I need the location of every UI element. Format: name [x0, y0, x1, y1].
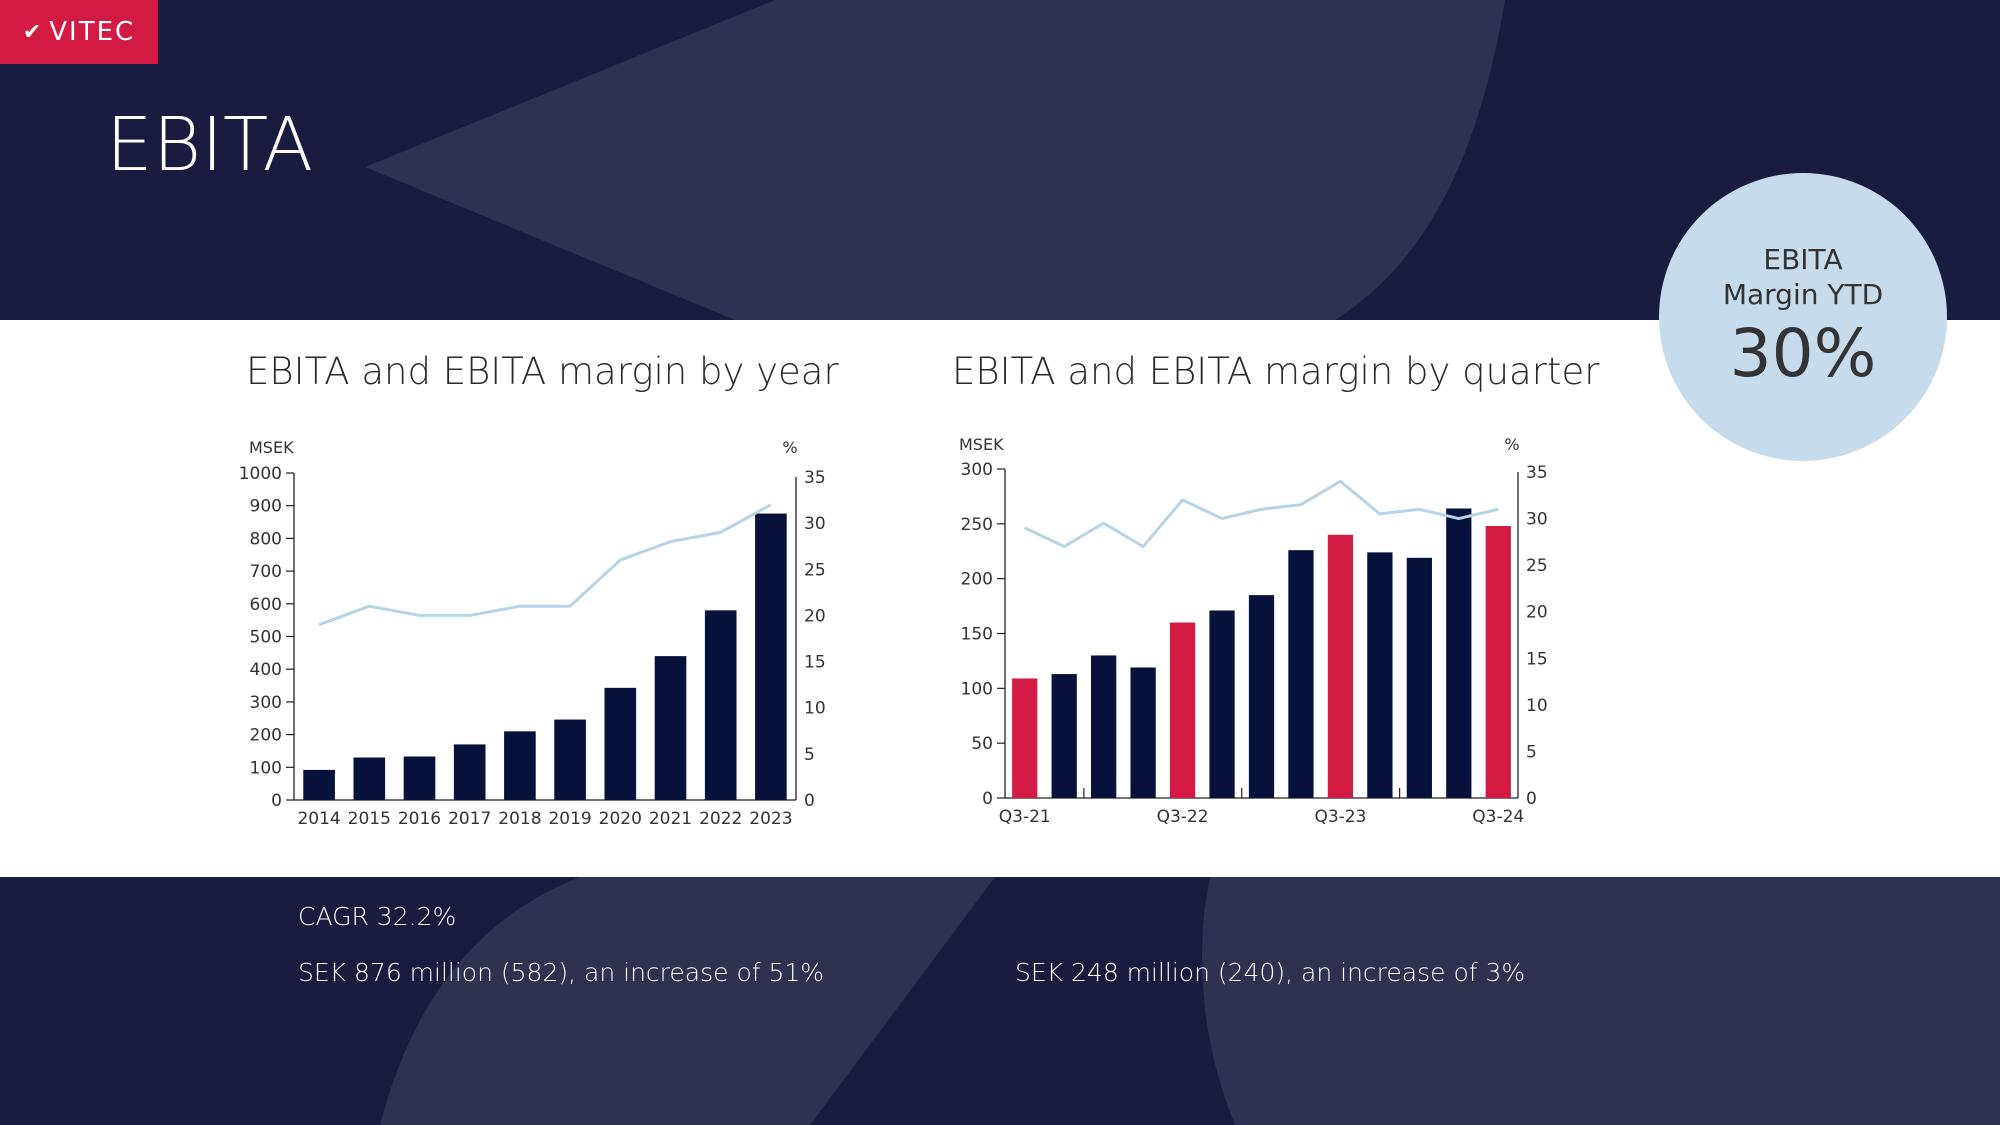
- page-title: EBITA: [106, 102, 314, 188]
- y-tick-label: 600: [250, 595, 282, 615]
- margin-line-series: [1024, 479, 1499, 549]
- y-tick-label: 300: [961, 460, 993, 480]
- y-axis-unit-label: MSEK: [249, 438, 294, 457]
- bar: [1327, 534, 1354, 798]
- kpi-label-line2: Margin YTD: [1722, 278, 1884, 311]
- y2-tick-label: 20: [804, 606, 826, 626]
- y2-tick-label: 15: [1526, 649, 1548, 669]
- y2-tick-label: 15: [804, 653, 826, 673]
- vitec-logo: ✔ VITEC: [0, 0, 158, 64]
- bar: [604, 687, 637, 800]
- y-tick-label: 800: [250, 529, 282, 549]
- y2-tick-label: 30: [1526, 510, 1548, 530]
- x-tick-label: Q3-23: [1314, 807, 1366, 827]
- y2-tick-label: 25: [1526, 556, 1548, 576]
- bar: [1091, 655, 1117, 798]
- bar: [554, 719, 586, 800]
- chart-title-year: EBITA and EBITA margin by year: [246, 350, 839, 393]
- x-tick-label: 2021: [649, 809, 692, 829]
- y-axis-unit-label: MSEK: [959, 435, 1004, 454]
- y-tick-label: 250: [961, 515, 993, 535]
- kpi-label-line1: EBITA: [1763, 243, 1843, 276]
- y2-tick-label: 5: [1526, 742, 1537, 762]
- cagr-text: CAGR 32.2%: [298, 902, 457, 931]
- bar: [654, 656, 687, 800]
- bar: [755, 513, 787, 800]
- year-summary-text: SEK 876 million (582), an increase of 51…: [298, 958, 825, 987]
- y-tick-label: 200: [961, 570, 993, 590]
- bar: [1367, 552, 1393, 798]
- chart-ebita-by-year: MSEK % 0 100 200 300 400 500 600 700 800 900 1000 0 5 1…: [239, 438, 826, 829]
- x-tick-label: 2020: [599, 809, 642, 829]
- y2-tick-label: 20: [1526, 603, 1548, 623]
- x-tick-label: 2022: [699, 809, 742, 829]
- bar: [1248, 595, 1275, 798]
- x-tick-label: 2019: [548, 809, 591, 829]
- bar: [353, 757, 386, 800]
- y-tick-label: 100: [250, 758, 282, 778]
- x-tick-label: 2015: [348, 809, 391, 829]
- y2-tick-label: 35: [804, 468, 826, 488]
- bar: [1051, 674, 1077, 798]
- bar: [704, 610, 737, 800]
- logo-mark-icon: ✔: [22, 19, 44, 45]
- y2-tick-label: 25: [804, 560, 826, 580]
- y-tick-label: 500: [250, 628, 282, 648]
- y-tick-label: 700: [250, 562, 282, 582]
- bar: [1288, 550, 1314, 798]
- chart-ebita-by-quarter: MSEK % 0 50 100 150 200 250 300 0 5 10 15 20 25 30 35 Q3-…: [959, 435, 1548, 827]
- x-tick-label: 2014: [297, 809, 340, 829]
- y-tick-label: 50: [971, 734, 993, 754]
- x-tick-label: 2018: [498, 809, 541, 829]
- kpi-circle: EBITA Margin YTD 30%: [1659, 173, 1947, 461]
- y2-tick-label: 0: [1526, 789, 1537, 809]
- bar: [1406, 557, 1432, 798]
- y-tick-label: 900: [250, 497, 282, 517]
- y-tick-label: 100: [961, 679, 993, 699]
- y2-tick-label: 5: [804, 745, 815, 765]
- y2-tick-label: 10: [804, 699, 826, 719]
- bar: [403, 756, 436, 800]
- x-tick-label: Q3-24: [1472, 807, 1524, 827]
- bar: [1169, 622, 1196, 798]
- y2-tick-label: 30: [804, 514, 826, 534]
- y-tick-label: 150: [961, 625, 993, 645]
- x-tick-label: Q3-21: [999, 807, 1051, 827]
- y2-tick-label: 0: [804, 791, 815, 811]
- y2-tick-label: 10: [1526, 696, 1548, 716]
- chart-title-quarter: EBITA and EBITA margin by quarter: [952, 350, 1600, 393]
- y2-tick-label: 35: [1526, 463, 1548, 483]
- bar: [1485, 526, 1511, 798]
- x-tick-label: 2017: [448, 809, 491, 829]
- y-tick-label: 300: [250, 693, 282, 713]
- bar: [1012, 678, 1038, 798]
- y2-axis-unit-label: %: [782, 438, 797, 457]
- kpi-value: 30%: [1729, 315, 1877, 392]
- quarter-summary-text: SEK 248 million (240), an increase of 3%: [1015, 958, 1526, 987]
- y-tick-label: 200: [250, 726, 282, 746]
- y-tick-label: 0: [271, 791, 282, 811]
- bar: [303, 769, 335, 800]
- x-tick-label: Q3-22: [1157, 807, 1209, 827]
- bar: [504, 731, 536, 800]
- bar: [1209, 610, 1235, 798]
- x-tick-label: 2016: [398, 809, 441, 829]
- y2-axis-unit-label: %: [1504, 435, 1519, 454]
- y-tick-label: 1000: [239, 464, 282, 484]
- margin-line-series: [318, 503, 772, 627]
- logo-text: VITEC: [49, 17, 136, 47]
- y-tick-label: 400: [250, 660, 282, 680]
- y-tick-label: 0: [982, 789, 993, 809]
- bar: [453, 744, 486, 800]
- x-tick-label: 2023: [749, 809, 792, 829]
- bar: [1130, 667, 1156, 798]
- bar: [1446, 508, 1472, 798]
